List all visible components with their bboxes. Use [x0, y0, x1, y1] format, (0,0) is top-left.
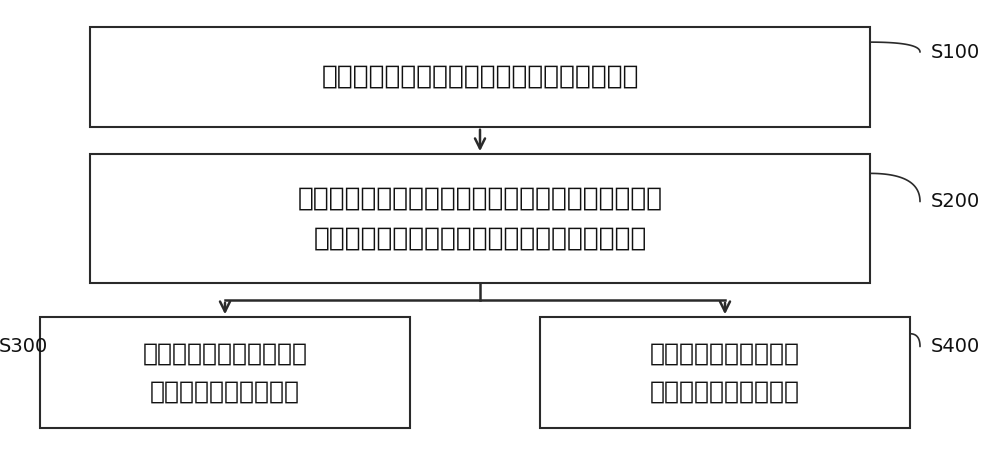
Text: 对滤饼进行溶解并离心
分离处理，得到硫酸钠: 对滤饼进行溶解并离心 分离处理，得到硫酸钠 [650, 342, 800, 403]
Text: S400: S400 [930, 337, 980, 356]
Text: 收集包含二氧化硫的烟气，处理后得含硫溶液: 收集包含二氧化硫的烟气，处理后得含硫溶液 [321, 64, 639, 90]
FancyBboxPatch shape [40, 317, 410, 428]
Text: S100: S100 [930, 43, 980, 62]
Text: 将含硫溶液依次转入多级蒸发器和三合一分离器，分
别得到亚硫酸氢钠溶液和滤饼，滤饼包含硫酸钠: 将含硫溶液依次转入多级蒸发器和三合一分离器，分 别得到亚硫酸氢钠溶液和滤饼，滤饼… [297, 186, 663, 251]
FancyBboxPatch shape [90, 154, 870, 283]
Text: S200: S200 [930, 192, 980, 211]
FancyBboxPatch shape [540, 317, 910, 428]
Text: 对亚硫酸氢钠溶液进行中
和处理，得到亚硫酸钠: 对亚硫酸氢钠溶液进行中 和处理，得到亚硫酸钠 [143, 342, 308, 403]
Text: S300: S300 [0, 337, 48, 356]
FancyBboxPatch shape [90, 27, 870, 127]
